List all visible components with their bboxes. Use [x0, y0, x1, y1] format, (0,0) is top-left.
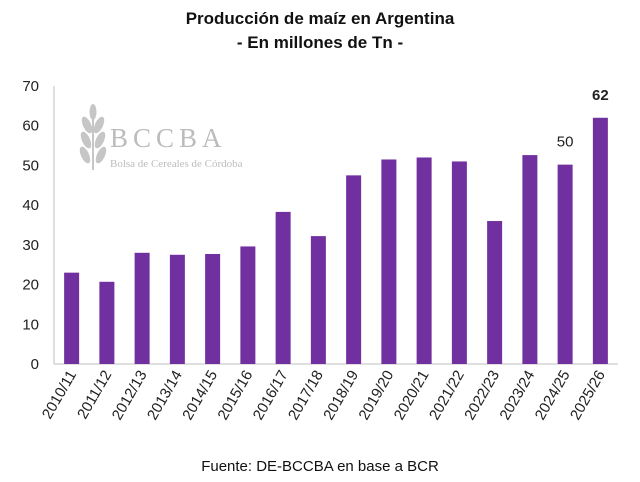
- y-tick-label: 70: [22, 78, 39, 95]
- y-tick-label: 20: [22, 277, 39, 294]
- bar-2017/18: [310, 236, 326, 364]
- y-tick-label: 40: [22, 197, 39, 214]
- data-label: 62: [592, 87, 609, 104]
- y-tick-label: 50: [22, 157, 39, 174]
- chart-subtitle: - En millones de Tn -: [236, 33, 404, 52]
- bar-2015/16: [240, 246, 256, 364]
- chart-title: Producción de maíz en Argentina: [185, 9, 455, 28]
- bar-2024/25: [557, 164, 573, 364]
- bar-2016/17: [275, 211, 291, 364]
- watermark: BCCBA Bolsa de Cereales de Córdoba: [79, 104, 243, 170]
- bar-2019/20: [381, 159, 397, 364]
- bar-2020/21: [416, 157, 432, 364]
- y-tick-label: 30: [22, 237, 39, 254]
- y-tick-label: 0: [31, 356, 39, 373]
- bar-2023/24: [522, 155, 538, 364]
- bar-2012/13: [134, 252, 150, 364]
- bar-2010/11: [64, 272, 80, 364]
- bar-2014/15: [205, 253, 221, 364]
- watermark-name: BCCBA: [110, 123, 227, 153]
- bar-2013/14: [169, 254, 185, 364]
- bar-2011/12: [99, 281, 115, 364]
- y-tick-label: 60: [22, 118, 39, 135]
- y-tick-label: 10: [22, 316, 39, 333]
- bar-2018/19: [346, 175, 362, 364]
- source-note: Fuente: DE-BCCBA en base a BCR: [201, 458, 439, 475]
- wheat-icon: [79, 104, 107, 170]
- data-label: 50: [557, 134, 574, 151]
- watermark-subtitle: Bolsa de Cereales de Córdoba: [110, 158, 243, 170]
- bar-2025/26: [592, 117, 608, 365]
- bar-2022/23: [487, 221, 503, 364]
- bar-2021/22: [451, 161, 467, 364]
